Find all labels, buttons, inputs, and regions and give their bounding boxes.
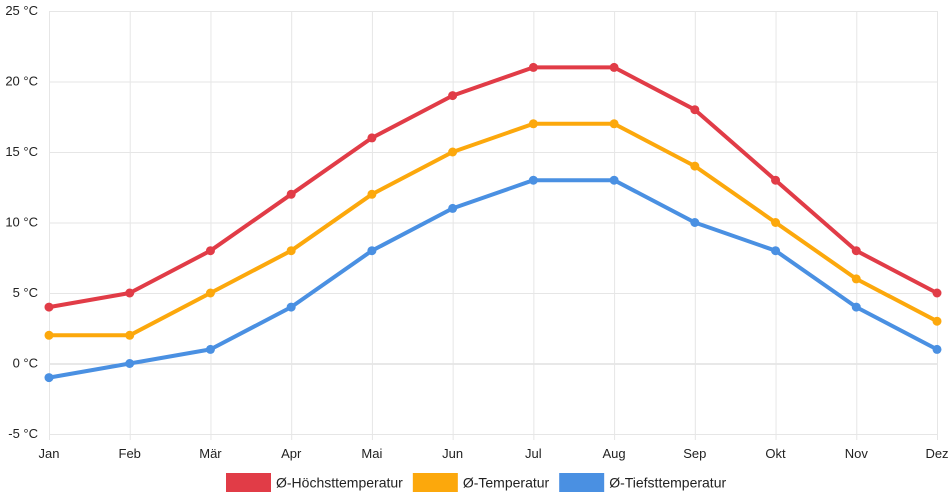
x-tick-label: Jul <box>525 446 542 461</box>
legend-swatch <box>559 473 605 492</box>
x-tick-label: Apr <box>281 446 302 461</box>
y-tick-label: 25 °C <box>5 3 38 18</box>
series-1 <box>44 62 942 312</box>
data-point[interactable] <box>609 175 619 185</box>
x-tick-label: Nov <box>845 446 869 461</box>
legend-item[interactable]: Ø-Tiefsttemperatur <box>559 473 726 492</box>
data-point[interactable] <box>851 246 861 256</box>
data-point[interactable] <box>448 147 458 157</box>
data-point[interactable] <box>44 330 54 340</box>
data-point[interactable] <box>125 359 135 368</box>
y-tick-label: -5 °C <box>8 426 38 441</box>
series-2 <box>44 119 942 340</box>
data-point[interactable] <box>771 246 781 256</box>
legend-item[interactable]: Ø-Temperatur <box>412 473 550 492</box>
data-point[interactable] <box>367 133 377 143</box>
data-point[interactable] <box>609 119 619 129</box>
data-point[interactable] <box>286 189 296 199</box>
y-tick-label: 5 °C <box>13 285 38 300</box>
data-point[interactable] <box>286 302 296 312</box>
data-point[interactable] <box>528 175 538 185</box>
legend-swatch <box>226 473 271 492</box>
data-point[interactable] <box>528 62 538 72</box>
data-point[interactable] <box>690 218 700 227</box>
y-tick-label: 15 °C <box>5 144 38 159</box>
data-point[interactable] <box>932 288 942 298</box>
legend: Ø-Höchsttemperatur Ø-Temperatur Ø-Tiefstte… <box>226 473 726 492</box>
data-point[interactable] <box>771 218 781 227</box>
data-point[interactable] <box>125 288 135 298</box>
x-tick-label: Okt <box>765 446 786 461</box>
legend-label: Ø-Tiefsttemperatur <box>609 475 726 491</box>
legend-label: Ø-Temperatur <box>463 475 550 491</box>
series-line <box>47 178 939 380</box>
data-point[interactable] <box>771 175 781 185</box>
x-tick-label: Dez <box>925 446 948 461</box>
data-point[interactable] <box>690 161 700 171</box>
data-point[interactable] <box>528 119 538 129</box>
data-point[interactable] <box>286 246 296 256</box>
x-tick-label: Sep <box>683 446 706 461</box>
data-point[interactable] <box>448 203 458 213</box>
data-point[interactable] <box>44 373 54 383</box>
data-point[interactable] <box>205 288 215 298</box>
series-line <box>47 121 939 338</box>
data-point[interactable] <box>932 316 942 326</box>
x-tick-label: Jun <box>442 446 463 461</box>
series-area <box>44 62 942 383</box>
data-point[interactable] <box>367 246 377 256</box>
x-tick-label: Aug <box>603 446 626 461</box>
y-tick-label: 10 °C <box>5 215 38 230</box>
axes: -5 °C 0 °C 5 °C 10 °C 15 °C 20 °C 25 °C Jan Feb M… <box>5 3 948 461</box>
data-point[interactable] <box>44 302 54 312</box>
series-3 <box>44 175 942 383</box>
series-line <box>47 65 939 310</box>
y-tick-label: 0 °C <box>13 356 38 371</box>
x-tick-label: Feb <box>119 446 141 461</box>
legend-swatch <box>412 473 458 492</box>
data-point[interactable] <box>367 189 377 199</box>
grid <box>49 11 938 440</box>
data-point[interactable] <box>851 274 861 284</box>
data-point[interactable] <box>609 62 619 72</box>
legend-label: Ø-Höchsttemperatur <box>276 475 403 491</box>
data-point[interactable] <box>932 344 942 354</box>
data-point[interactable] <box>125 330 135 340</box>
y-tick-label: 20 °C <box>5 74 38 89</box>
legend-item[interactable]: Ø-Höchsttemperatur <box>226 473 403 492</box>
data-point[interactable] <box>851 302 861 312</box>
data-point[interactable] <box>205 344 215 354</box>
x-tick-label: Mai <box>361 446 382 461</box>
data-point[interactable] <box>448 91 458 101</box>
x-tick-label: Mär <box>199 446 222 461</box>
data-point[interactable] <box>690 105 700 115</box>
x-tick-label: Jan <box>39 446 60 461</box>
data-point[interactable] <box>205 246 215 256</box>
